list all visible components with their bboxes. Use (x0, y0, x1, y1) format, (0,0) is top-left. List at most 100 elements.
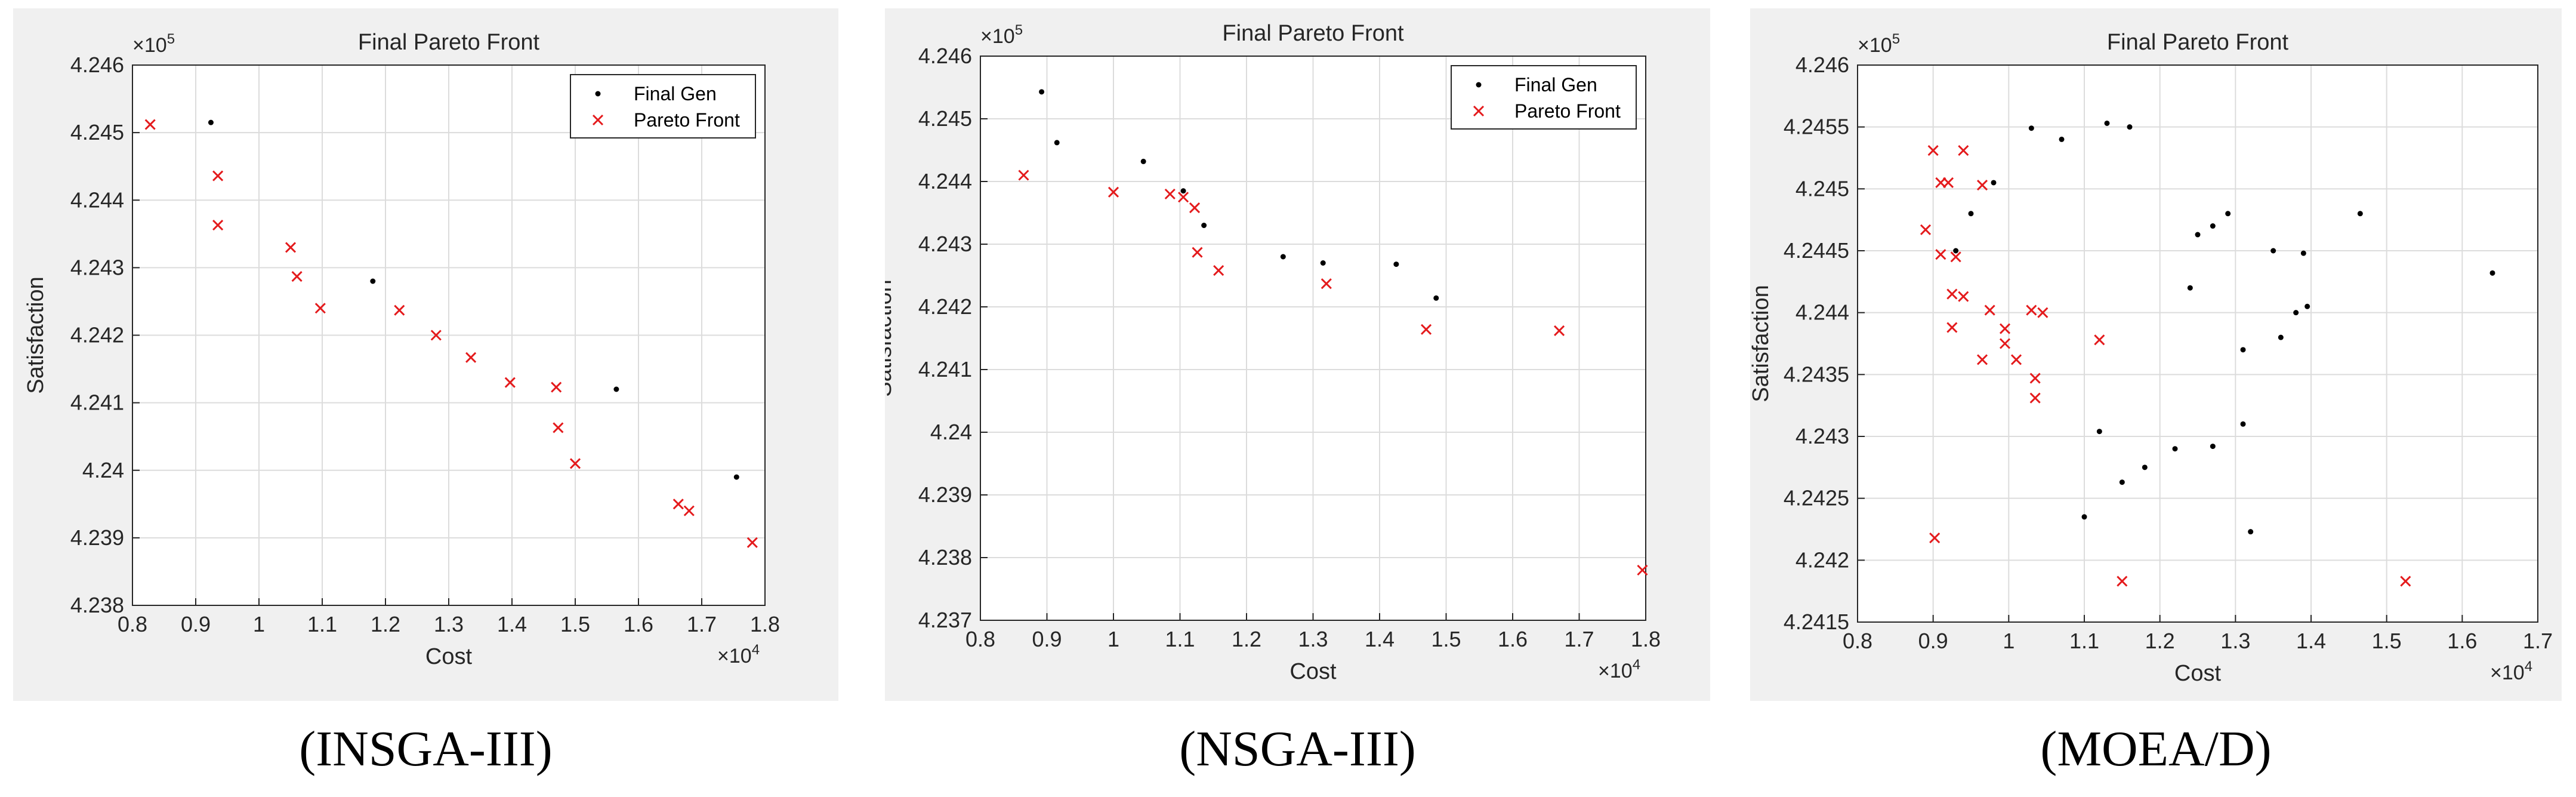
x-tick-label: 1.6 (624, 612, 653, 636)
legend-label: Final Gen (1514, 74, 1597, 96)
y-tick-label: 4.241 (70, 390, 124, 415)
final-gen-point (2300, 250, 2306, 256)
y-tick-label: 4.238 (70, 593, 124, 617)
x-tick-label: 1.7 (687, 612, 717, 636)
pareto-front-point (1976, 354, 1988, 365)
pareto-front-point (1942, 177, 1954, 189)
final-gen-point (2127, 124, 2133, 130)
pareto-front-point (1018, 170, 1029, 181)
plot-border (1857, 64, 2538, 623)
x-tick-label: 1.7 (1564, 627, 1594, 651)
y-tick-label: 4.238 (918, 545, 972, 570)
x-tick-label: 1.5 (1431, 627, 1461, 651)
x-tick-label: 1.4 (2296, 629, 2326, 653)
pareto-front-point (314, 303, 326, 314)
x-axis-multiplier: ×104 (2490, 658, 2532, 684)
final-gen-point (2187, 285, 2193, 291)
final-gen-point (2240, 347, 2246, 353)
x-tick-label: 1.4 (1365, 627, 1395, 651)
y-tick-label: 4.246 (918, 44, 972, 68)
legend-label: Pareto Front (1514, 100, 1621, 122)
pareto-front-point (1920, 224, 1932, 235)
chart-svg-1: 0.8 0.9 1 1.1 1.2 1.3 1.4 1.5 1.6 1.7 1.8 4.238 4.23… (23, 30, 780, 669)
final-gen-point (1280, 254, 1286, 260)
final-gen-point (370, 278, 376, 284)
y-axis-label: Satisfaction (1750, 285, 1773, 402)
legend-marker-final-gen (595, 91, 601, 97)
x-tick-label: 1 (253, 612, 265, 636)
final-gen-point (2210, 223, 2216, 229)
x-tick-label: 0.8 (1843, 629, 1872, 653)
final-gen-point (1991, 180, 1997, 186)
y-tick-label: 4.2415 (1784, 610, 1849, 634)
legend-marker-final-gen (1476, 82, 1482, 88)
y-tick-label: 4.244 (1796, 300, 1849, 325)
pareto-front-point (2400, 576, 2411, 587)
final-gen-point (2270, 248, 2276, 254)
final-gen-point (2293, 310, 2299, 316)
x-tick-label: 0.9 (181, 612, 211, 636)
x-axis-multiplier: ×104 (717, 642, 760, 667)
chart-title: Final Pareto Front (358, 30, 540, 55)
final-gen-point (2172, 446, 2178, 452)
x-axis-multiplier: ×104 (1598, 657, 1640, 682)
x-tick-label: 1.3 (1298, 627, 1328, 651)
pareto-front-point (1950, 251, 1961, 263)
chart-panel-2: 0.8 0.9 1 1.1 1.2 1.3 1.4 1.5 1.6 1.7 1.8 4.237 4.23… (885, 8, 1710, 701)
pareto-front-point (1958, 144, 1969, 156)
legend-label: Final Gen (634, 83, 717, 104)
final-gen-point (208, 119, 214, 125)
final-gen-point (1201, 223, 1207, 228)
legend-label: Pareto Front (634, 109, 740, 131)
pareto-front-point (285, 242, 297, 253)
final-gen-point (1968, 211, 1974, 217)
x-tick-label: 1.2 (2145, 629, 2175, 653)
y-tick-label: 4.239 (70, 525, 124, 550)
y-tick-label: 4.242 (70, 323, 124, 347)
final-gen-point (2081, 514, 2087, 520)
y-tick-label: 4.243 (918, 232, 972, 256)
final-gen-point (1054, 140, 1060, 146)
final-gen-point (2059, 136, 2065, 142)
x-tick-label: 1.2 (371, 612, 400, 636)
x-tick-label: 1.6 (1498, 627, 1528, 651)
final-gen-point (613, 386, 619, 392)
pareto-front-point (1107, 186, 1119, 198)
final-gen-point (1433, 295, 1439, 301)
pareto-front-point (672, 498, 684, 510)
x-tick-label: 1.8 (750, 612, 780, 636)
chart-svg-2: 0.8 0.9 1 1.1 1.2 1.3 1.4 1.5 1.6 1.7 1.8 4.237 4.23… (885, 21, 1661, 684)
y-tick-label: 4.2425 (1784, 486, 1849, 510)
pareto-front-point (2010, 354, 2022, 365)
y-tick-label: 4.243 (70, 255, 124, 279)
pareto-front-point (1958, 291, 1969, 302)
final-gen-point (2104, 120, 2110, 126)
pareto-front-point (1984, 304, 1995, 316)
final-gen-point (2210, 444, 2216, 450)
y-tick-label: 4.244 (70, 187, 124, 212)
final-gen-point (2142, 464, 2148, 470)
final-gen-point (2028, 125, 2034, 131)
chart-caption-3: (MOEA/D) (2040, 721, 2272, 777)
chart-caption-1: (INSGA-III) (299, 721, 553, 777)
y-tick-label: 4.242 (1796, 547, 1849, 572)
pareto-front-point (2117, 576, 2128, 587)
final-gen-point (2357, 211, 2363, 217)
pareto-front-point (569, 458, 581, 469)
chart-svg-3: 0.8 0.9 1 1.1 1.2 1.3 1.4 1.5 1.6 1.7 4.2415 4.242 4… (1750, 30, 2553, 686)
chart-title: Final Pareto Front (2107, 30, 2289, 55)
final-gen-point (1953, 248, 1959, 254)
plot-border (132, 64, 766, 606)
y-tick-label: 4.245 (918, 106, 972, 131)
final-gen-point (733, 474, 739, 480)
chart-title: Final Pareto Front (1222, 21, 1404, 46)
final-gen-point (1039, 89, 1045, 95)
final-gen-point (2278, 334, 2284, 340)
pareto-front-point (1164, 188, 1176, 200)
final-gen-point (2096, 429, 2102, 435)
x-tick-label: 1.1 (1165, 627, 1195, 651)
x-tick-label: 1.4 (497, 612, 527, 636)
pareto-front-point (1637, 564, 1648, 576)
final-gen-point (1140, 158, 1146, 164)
x-tick-label: 0.8 (118, 612, 147, 636)
